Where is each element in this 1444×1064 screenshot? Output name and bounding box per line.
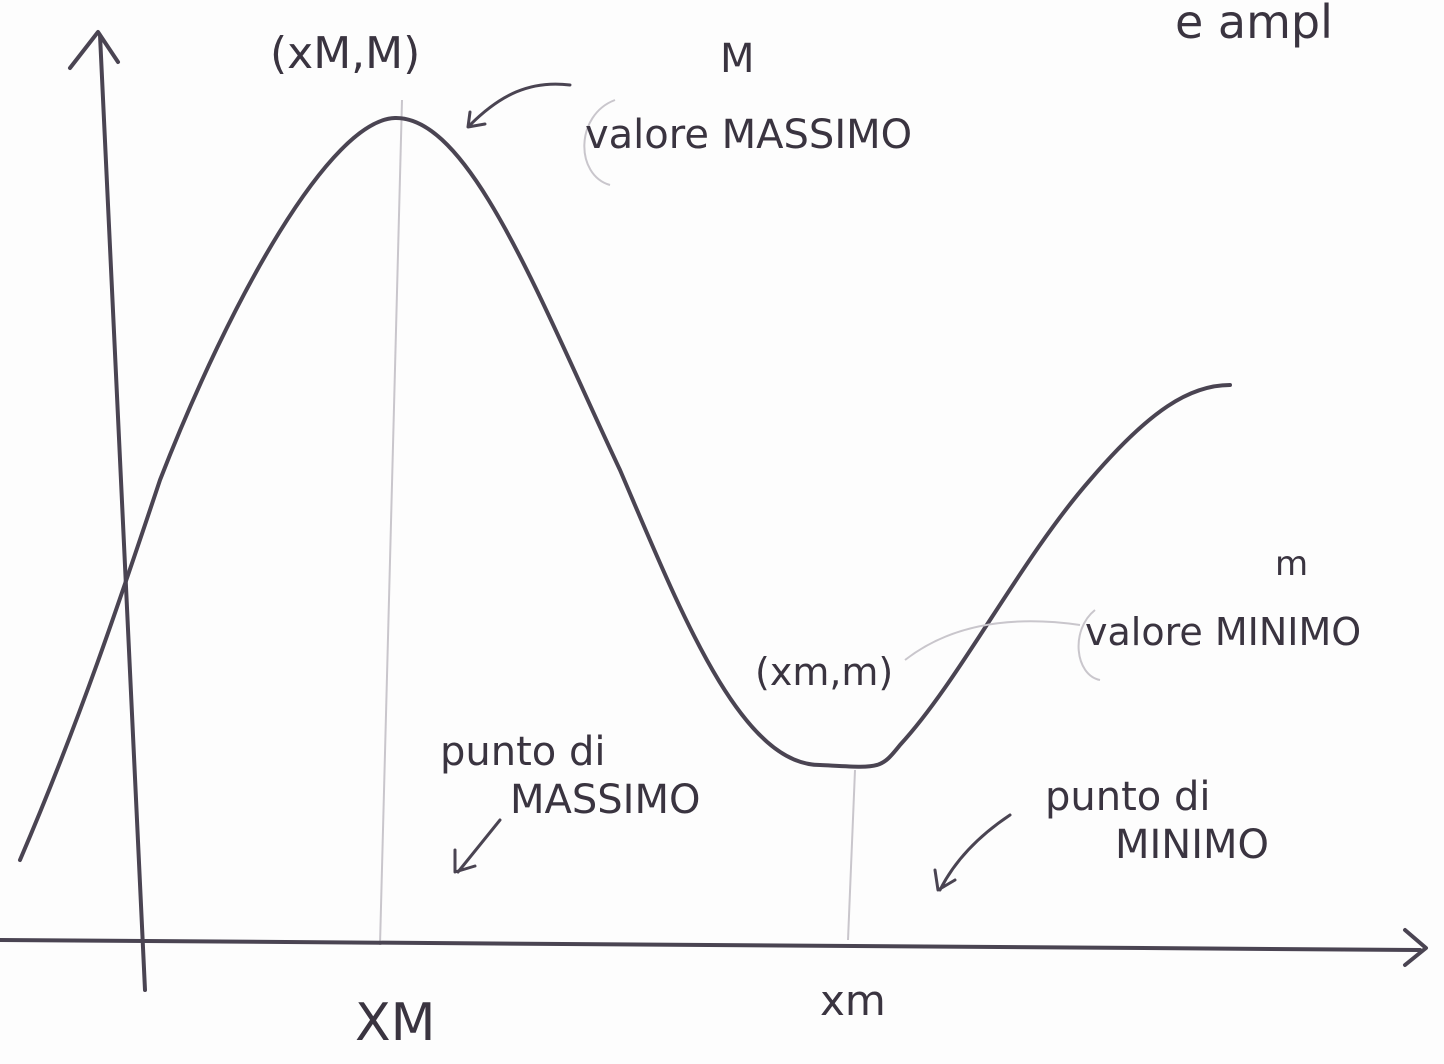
max-point: (xM,M) xyxy=(270,28,420,79)
min-value-symbol: m xyxy=(1275,544,1308,584)
min-x-label: xm xyxy=(820,976,886,1025)
diagram: e ampl (xM,M) M valore MASSIMO punto diM… xyxy=(0,0,1444,1064)
max-value-label: valore MASSIMO xyxy=(585,112,912,158)
max-value-symbol: M xyxy=(720,36,755,82)
min-point: (xm,m) xyxy=(755,650,893,694)
max-x-label: XM xyxy=(355,993,436,1053)
corner-note: e ampl xyxy=(1175,0,1333,49)
min-value-label: valore MINIMO xyxy=(1085,610,1361,654)
paper xyxy=(0,0,1444,1064)
